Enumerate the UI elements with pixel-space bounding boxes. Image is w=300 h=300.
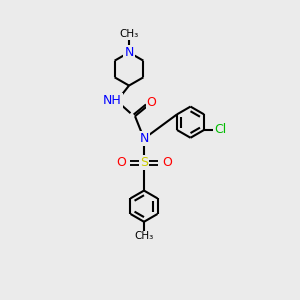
Text: Cl: Cl	[214, 124, 226, 136]
Text: O: O	[147, 96, 156, 109]
Text: N: N	[139, 132, 149, 145]
Text: NH: NH	[103, 94, 122, 107]
Text: S: S	[140, 156, 148, 169]
Text: CH₃: CH₃	[119, 29, 139, 39]
Text: O: O	[116, 156, 126, 169]
Text: CH₃: CH₃	[134, 232, 154, 242]
Text: O: O	[162, 156, 172, 169]
Text: N: N	[124, 46, 134, 59]
